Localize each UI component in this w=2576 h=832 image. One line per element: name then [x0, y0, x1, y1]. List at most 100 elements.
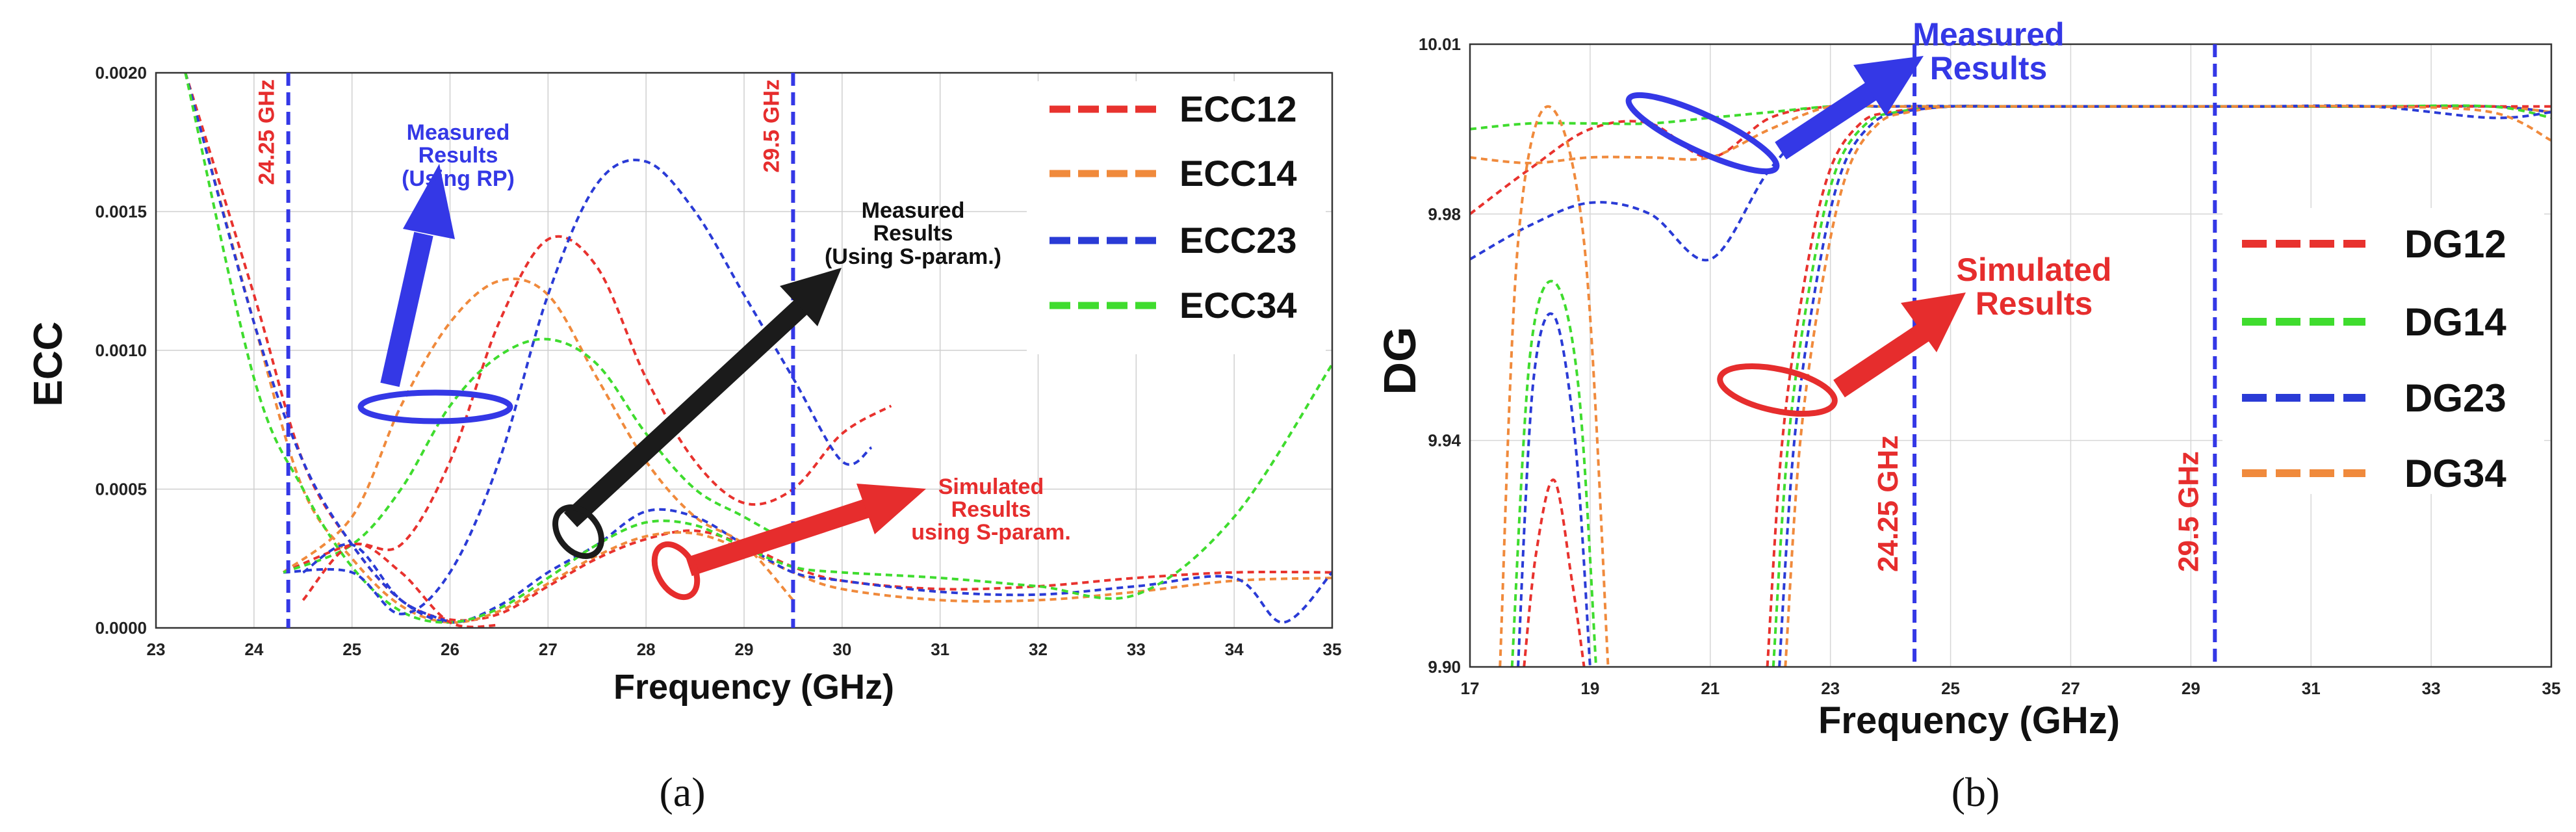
annotation-measured-rp-line3: (Using RP): [402, 166, 515, 191]
y-tick-label-a: 0.0000: [95, 618, 147, 638]
annotation-measured-rp-line1: Measured: [407, 120, 510, 145]
series-line-ecc23-measured-rp: [302, 543, 451, 624]
legend-label-ecc12: ECC12: [1179, 88, 1297, 129]
ellipse-measured-b: [1625, 92, 1780, 175]
series-line-ecc12-measured-sp: [283, 235, 892, 574]
y-axis-label-a: ECC: [26, 322, 71, 407]
legend-item-dg34: DG34: [2242, 452, 2506, 495]
legend-label-dg23: DG23: [2404, 376, 2506, 420]
legend-label-dg34: DG34: [2404, 452, 2506, 495]
annotation-measured-sp-line1: Measured: [862, 198, 965, 223]
x-ticks-b: 17 19 21 23 25 27 29 31 33 35: [1461, 679, 2561, 698]
x-axis-label-b: Frequency (GHz): [1818, 699, 2120, 742]
legend-item-dg23: DG23: [2242, 376, 2506, 420]
x-tick-label-a: 28: [637, 640, 656, 659]
x-tick-label-b: 23: [1821, 679, 1840, 698]
legend-item-ecc14: ECC14: [1050, 153, 1297, 194]
x-tick-label-b: 25: [1941, 679, 1960, 698]
caption-a: (a): [659, 769, 705, 815]
y-tick-label-b: 9.94: [1428, 431, 1461, 450]
plot-frame-a: [155, 72, 1333, 629]
series-line-ecc23-measured-sp: [283, 159, 873, 616]
legend-label-dg14: DG14: [2404, 300, 2506, 344]
annotation-measured-b-line1: Measured: [1913, 16, 2064, 53]
arrow-simulated-b-head: [1901, 292, 1966, 352]
annotation-measured-b-line2: Results: [1930, 50, 2048, 86]
series-line-ecc34-simulated: [184, 73, 1332, 624]
y-tick-label-b: 10.01: [1419, 34, 1461, 54]
vline-label-a-1: 29.5 GHz: [759, 79, 784, 173]
y-tick-label-b: 9.90: [1428, 657, 1461, 677]
x-tick-label-b: 31: [2302, 679, 2321, 698]
y-tick-label-a: 0.0015: [95, 202, 147, 222]
annotation-simulated-a-line1: Simulated: [938, 474, 1044, 499]
series-line-dg34-measured: [1470, 103, 2551, 164]
annotation-measured-sp-line3: (Using S-param.): [825, 244, 1001, 269]
legend-item-ecc34: ECC34: [1050, 285, 1297, 326]
legend-item-ecc12: ECC12: [1050, 88, 1297, 129]
y-tick-label-b: 9.98: [1428, 204, 1461, 224]
ellipse-measured-rp: [357, 389, 513, 424]
series-line-ecc23-simulated: [184, 73, 1332, 624]
legend-label-ecc34: ECC34: [1179, 285, 1297, 326]
panel-a: 24.25 GHz 29.5 GHz 23 24 25 26 27 28 29 30 31 32 33…: [26, 63, 1341, 815]
caption-b: (b): [1951, 769, 2000, 815]
legend-item-dg14: DG14: [2242, 300, 2506, 344]
legend-label-ecc23: ECC23: [1179, 220, 1297, 261]
y-ticks-b: 9.90 9.94 9.98 10.01: [1419, 34, 1462, 677]
arrow-simulated-a-head: [857, 484, 926, 534]
x-tick-label-a: 35: [1323, 640, 1342, 659]
series-line-ecc12-simulated: [184, 73, 1332, 622]
vlines-b: 24.25 GHz 29.5 GHz: [1872, 44, 2217, 667]
annotation-simulated-b-line2: Results: [1976, 285, 2093, 322]
series-line-dg12-dip: [1523, 478, 1586, 667]
x-tick-label-b: 21: [1701, 679, 1719, 698]
vline-label-b-0: 24.25 GHz: [1872, 436, 1904, 572]
x-tick-label-b: 27: [2061, 679, 2080, 698]
arrow-measured-sp-shaft: [563, 298, 810, 528]
plot-frame-b: [1469, 43, 2553, 668]
series-line-dg34-dip: [1499, 105, 1610, 667]
y-tick-label-a: 0.0005: [95, 480, 147, 499]
legend-label-ecc14: ECC14: [1179, 153, 1297, 194]
arrow-simulated-b-shaft: [1833, 321, 1933, 398]
x-tick-label-a: 31: [931, 640, 949, 659]
ellipse-measured-sp: [552, 504, 604, 560]
annotation-simulated-a: Simulated Results using S-param.: [651, 474, 1071, 601]
x-tick-label-b: 17: [1461, 679, 1480, 698]
annotation-measured-sp-line2: Results: [873, 221, 953, 246]
arrow-measured-rp-shaft: [380, 231, 433, 387]
x-tick-label-b: 33: [2422, 679, 2441, 698]
series-line-dg23-measured: [1470, 104, 2551, 262]
legend-b: DG12 DG14 DG23 DG34: [2222, 208, 2544, 495]
panel-b: 24.25 GHz 29.5 GHz 17 19 21 23 25 27 29 31 33 35 9…: [1374, 16, 2560, 815]
x-tick-label-a: 26: [441, 640, 459, 659]
x-tick-label-a: 24: [244, 640, 263, 659]
y-axis-label-b: DG: [1374, 327, 1425, 395]
arrow-measured-b-shaft: [1775, 82, 1877, 160]
series-b: [1470, 103, 2551, 667]
legend-item-dg12: DG12: [2242, 222, 2506, 266]
vline-label-b-1: 29.5 GHz: [2172, 451, 2204, 572]
x-tick-label-a: 30: [832, 640, 851, 659]
x-axis-label-a: Frequency (GHz): [613, 668, 894, 707]
x-tick-label-a: 34: [1225, 640, 1244, 659]
annotation-simulated-b-line1: Simulated: [1957, 252, 2112, 288]
annotation-measured-sp: Measured Results (Using S-param.): [552, 198, 1001, 560]
y-tick-label-a: 0.0020: [95, 63, 147, 83]
arrow-measured-rp-head: [403, 164, 455, 239]
x-tick-label-a: 33: [1127, 640, 1146, 659]
legend-label-dg12: DG12: [2404, 222, 2506, 266]
x-tick-label-a: 29: [735, 640, 754, 659]
series-line-dg12-simulated: [1766, 105, 2551, 667]
x-tick-label-a: 25: [342, 640, 361, 659]
x-tick-label-a: 27: [539, 640, 558, 659]
annotation-simulated-a-line2: Results: [951, 497, 1031, 522]
arrow-simulated-a-shaft: [686, 497, 874, 577]
series-line-ecc14-measured-sp: [282, 278, 794, 601]
x-tick-label-a: 23: [147, 640, 166, 659]
series-line-ecc12-measured-rp: [302, 542, 500, 628]
annotation-measured-rp-line2: Results: [419, 143, 498, 168]
annotation-simulated-b: Simulated Results: [1717, 252, 2112, 417]
